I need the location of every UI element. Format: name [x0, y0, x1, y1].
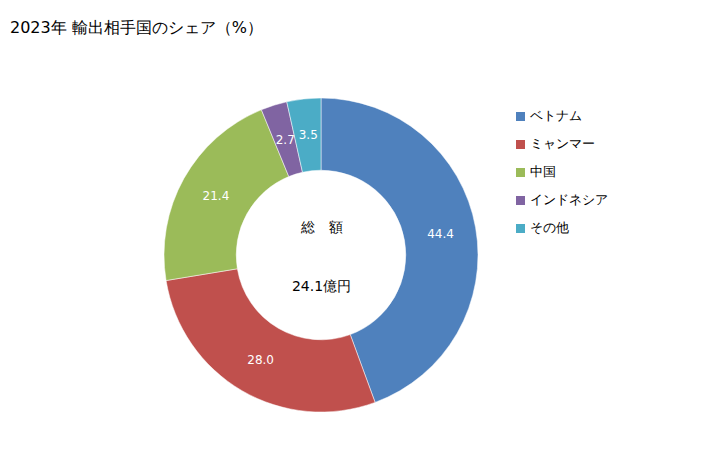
svg-text:総 額: 総 額 — [300, 219, 343, 235]
svg-text:3.5: 3.5 — [299, 128, 318, 142]
html-text:ミャンマー: ミャンマー — [530, 136, 595, 151]
svg-text:21.4: 21.4 — [203, 189, 230, 203]
html-text:ベトナム: ベトナム — [530, 108, 582, 123]
html-text:インドネシア: インドネシア — [530, 192, 608, 207]
svg-text:24.1億円: 24.1億円 — [292, 278, 351, 294]
html-text:2023年 輸出相手国のシェア（%）: 2023年 輸出相手国のシェア（%） — [10, 18, 263, 37]
html-text:その他: その他 — [530, 220, 569, 235]
svg-text:2.7: 2.7 — [276, 133, 295, 147]
html-text:中国: 中国 — [530, 164, 556, 179]
svg-text:44.4: 44.4 — [427, 227, 454, 241]
svg-text:28.0: 28.0 — [247, 353, 274, 367]
